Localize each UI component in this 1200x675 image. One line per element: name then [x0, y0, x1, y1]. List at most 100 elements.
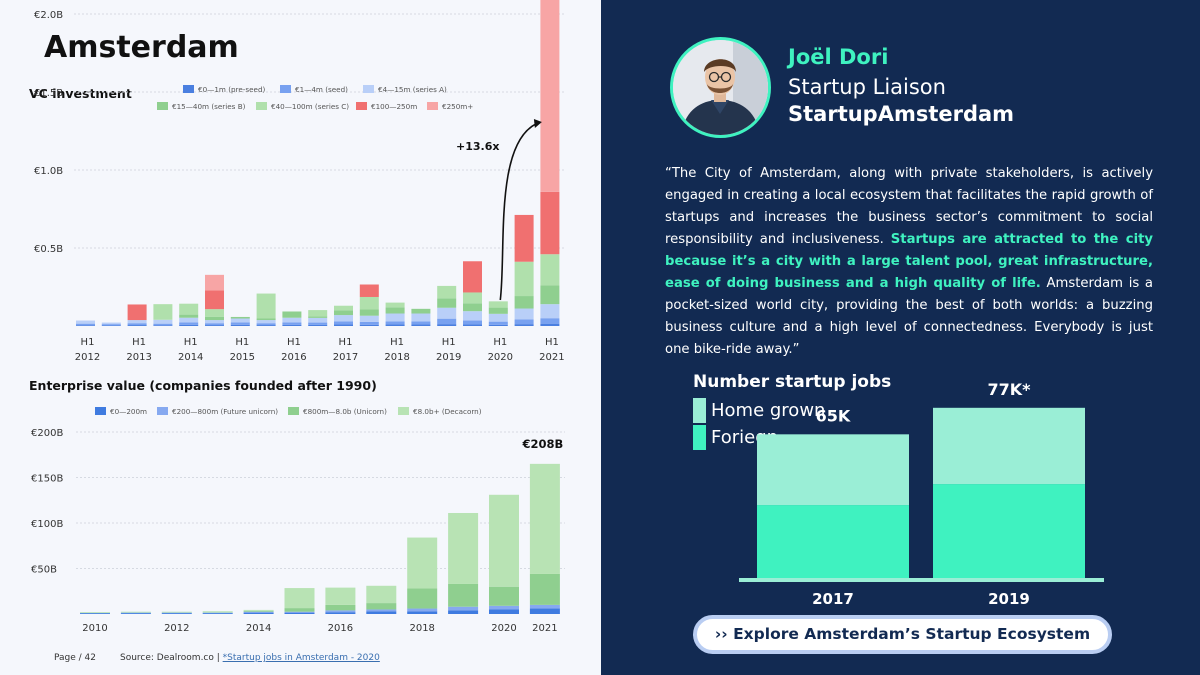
vc-bar-segment	[514, 261, 534, 297]
vc-bar-segment	[488, 307, 508, 314]
vc-bar-segment	[205, 316, 224, 321]
vc-bar-segment	[540, 191, 560, 255]
ev-bar-segment	[529, 604, 560, 609]
ev-bar-segment	[407, 611, 438, 614]
vc-bar-segment	[411, 308, 431, 314]
legend-foreign: Foriegn	[693, 425, 778, 450]
vc-bar-segment	[308, 310, 328, 317]
vc-legend-label: €15—40m (series B)	[172, 102, 246, 111]
person-name: Joël Dori	[788, 45, 889, 69]
ev-bar-segment	[284, 608, 315, 612]
vc-bar-segment	[514, 308, 534, 320]
explore-ecosystem-button[interactable]: ›› Explore Amsterdam’s Startup Ecosystem	[693, 615, 1112, 654]
vc-bar-segment	[437, 318, 457, 325]
vc-x-tick: 2012	[75, 352, 100, 363]
vc-legend-label: €250m+	[442, 102, 473, 111]
vc-bar-segment	[230, 322, 250, 325]
vc-bar-segment	[256, 318, 276, 321]
vc-x-tick: 2019	[436, 352, 461, 363]
vc-x-tick: H1	[287, 337, 301, 348]
page-number: Page / 42	[54, 653, 96, 663]
vc-bar-segment	[179, 314, 199, 318]
vc-x-tick: H1	[132, 337, 146, 348]
ev-bar-segment	[120, 613, 151, 614]
vc-bar-segment	[127, 325, 147, 326]
vc-y-tick: €0.5B	[34, 244, 63, 255]
vc-bar-segment	[282, 317, 302, 323]
vc-bar-segment	[230, 324, 250, 326]
vc-legend-swatch	[256, 102, 267, 110]
ev-legend-label: €0—200m	[110, 407, 147, 416]
ev-x-tick: 2016	[328, 623, 353, 634]
vc-bar-segment	[540, 285, 560, 305]
vc-x-tick: H1	[235, 337, 249, 348]
ev-bar-segment	[366, 609, 397, 612]
ev-bar-segment	[243, 612, 274, 614]
vc-bar-segment	[76, 325, 95, 326]
vc-x-tick: H1	[81, 337, 95, 348]
ev-y-tick: €150B	[31, 474, 63, 485]
ev-x-tick: 2010	[82, 623, 107, 634]
ev-bar-segment	[489, 586, 519, 606]
vc-legend-label: €0—1m (pre-seed)	[198, 85, 266, 94]
ev-bar-segment	[407, 537, 438, 589]
ev-bar-segment	[202, 611, 233, 613]
vc-x-tick: 2020	[488, 352, 513, 363]
legend-home-grown: Home grown	[693, 398, 825, 423]
vc-bar-segment	[256, 320, 276, 324]
vc-bar-segment	[334, 310, 353, 316]
vc-bar-segment	[334, 321, 353, 325]
vc-x-tick: 2016	[281, 352, 306, 363]
vc-x-tick: 2021	[539, 352, 564, 363]
vc-bar-segment	[101, 324, 121, 326]
vc-bar-segment	[514, 319, 534, 325]
ev-legend-label: €800m—8.0b (Unicorn)	[303, 407, 387, 416]
ev-bar-segment	[120, 611, 151, 613]
vc-bar-segment	[488, 324, 508, 326]
vc-bar-segment	[437, 298, 457, 308]
vc-legend-swatch	[363, 85, 374, 93]
legend-swatch-home-grown	[693, 398, 706, 423]
ev-bar-segment	[325, 610, 356, 613]
vc-bar-segment	[127, 304, 147, 321]
vc-bar-segment	[334, 305, 353, 311]
vc-multiplier-label: +13.6x	[456, 140, 499, 153]
vc-bar-segment	[179, 322, 199, 325]
avatar	[670, 37, 771, 138]
vc-bar-segment	[153, 319, 173, 324]
vc-bar-segment	[256, 293, 276, 319]
vc-bar-segment	[385, 324, 405, 326]
vc-bar-segment	[205, 320, 224, 324]
ev-bar-segment	[284, 611, 315, 613]
ev-bar-segment	[529, 608, 560, 614]
vc-bar-segment	[308, 316, 328, 318]
vc-bar-segment	[463, 261, 482, 293]
ev-bar-segment	[448, 583, 479, 607]
ev-legend-swatch	[398, 407, 409, 415]
ev-bar-segment	[366, 585, 397, 604]
vc-bar-segment	[385, 313, 405, 322]
vc-bar-segment	[385, 321, 405, 325]
ev-bar-segment	[325, 604, 356, 611]
vc-chart-title: VC investment	[29, 86, 132, 101]
vc-y-tick: €1.0B	[34, 166, 63, 177]
vc-bar-segment	[101, 322, 121, 325]
vc-bar-segment	[205, 309, 224, 317]
vc-bar-segment	[359, 321, 379, 325]
vc-bar-segment	[308, 317, 328, 323]
vc-bar-segment	[488, 301, 508, 308]
vc-bar-segment	[282, 322, 302, 325]
ev-x-tick: 2018	[409, 623, 434, 634]
vc-x-tick: 2013	[126, 352, 151, 363]
ev-x-tick: 2014	[246, 623, 271, 634]
source-link[interactable]: *Startup jobs in Amsterdam - 2020	[222, 653, 380, 663]
vc-y-tick: €2.0B	[34, 10, 63, 21]
vc-bar-segment	[463, 320, 482, 325]
ev-bar-segment	[448, 512, 479, 584]
vc-bar-segment	[205, 274, 224, 291]
vc-bar-segment	[437, 307, 457, 319]
vc-arrow-head	[533, 119, 542, 128]
vc-legend-label: €40—100m (series C)	[271, 102, 349, 111]
ev-bar-segment	[80, 612, 110, 614]
ev-legend-swatch	[288, 407, 299, 415]
